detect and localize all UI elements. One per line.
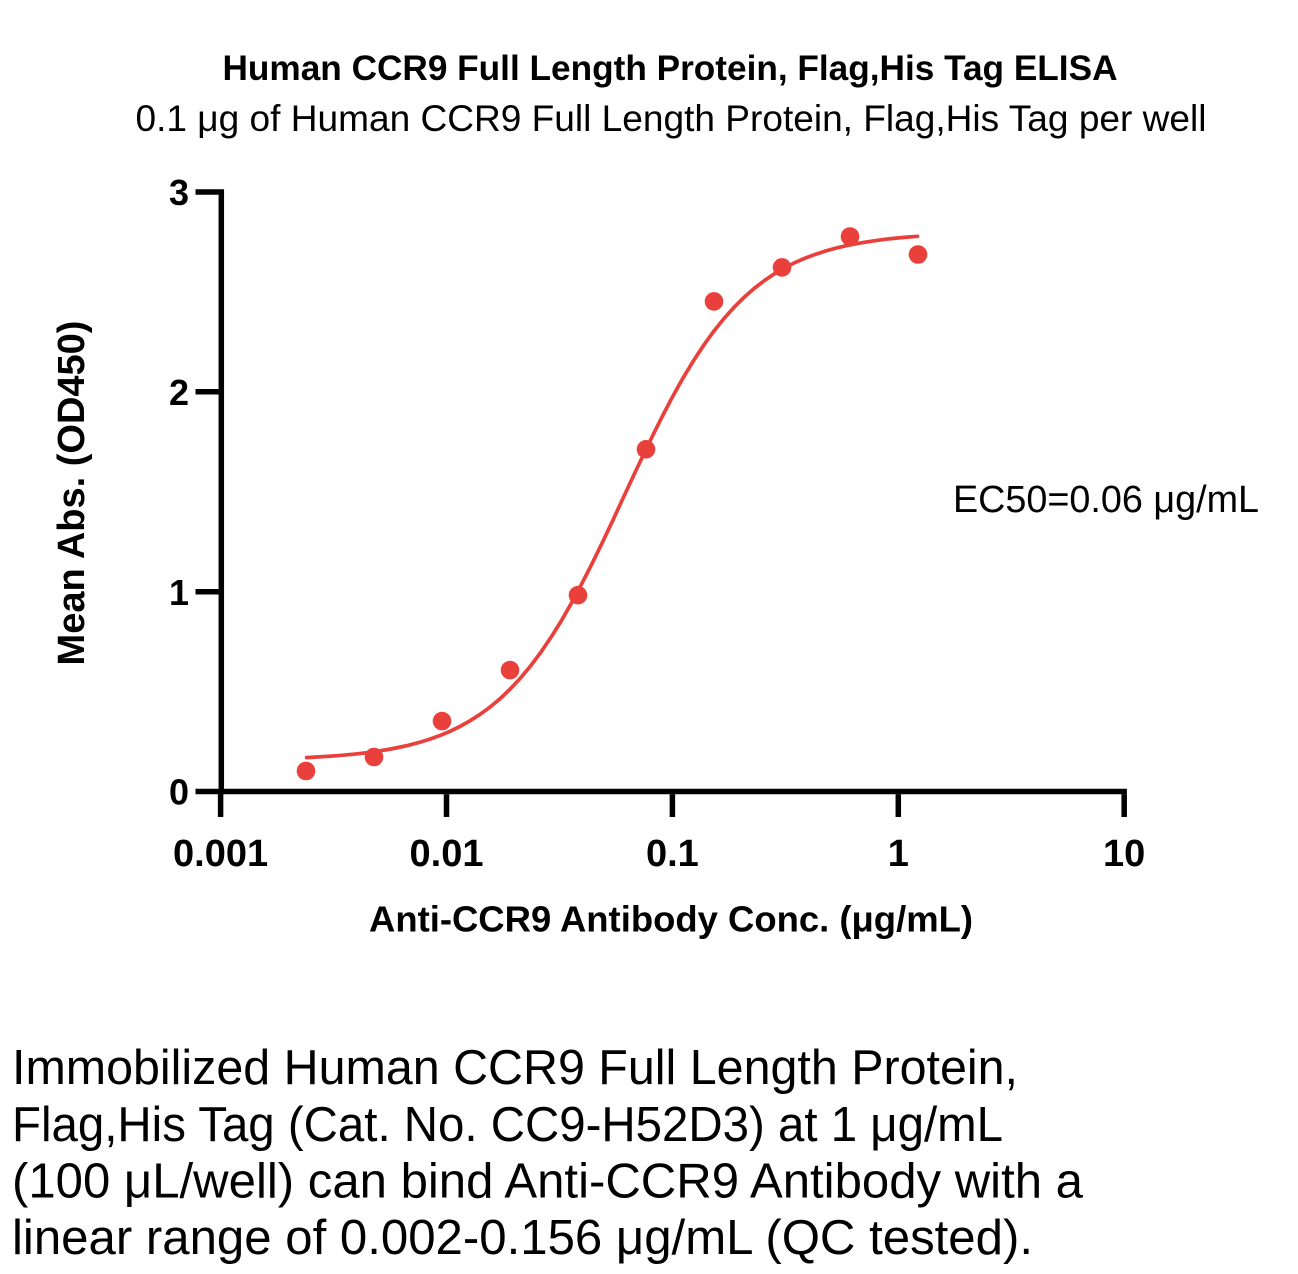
svg-text:0.01: 0.01 bbox=[410, 833, 484, 875]
svg-text:Mean Abs. (OD450): Mean Abs. (OD450) bbox=[51, 321, 93, 666]
svg-text:Flag,His Tag (Cat. No. CC9-H52: Flag,His Tag (Cat. No. CC9-H52D3) at 1 μ… bbox=[12, 1098, 1003, 1152]
svg-text:1: 1 bbox=[169, 572, 189, 613]
svg-text:2: 2 bbox=[169, 372, 189, 413]
svg-text:0.001: 0.001 bbox=[173, 833, 268, 875]
svg-text:0: 0 bbox=[169, 772, 189, 813]
svg-text:(100 μL/well) can bind Anti-CC: (100 μL/well) can bind Anti-CCR9 Antibod… bbox=[12, 1155, 1084, 1209]
svg-text:1: 1 bbox=[888, 833, 909, 875]
svg-text:0.1 μg of Human CCR9 Full Leng: 0.1 μg of Human CCR9 Full Length Protein… bbox=[136, 98, 1207, 139]
svg-text:0.1: 0.1 bbox=[646, 833, 699, 875]
svg-text:Immobilized Human CCR9 Full Le: Immobilized Human CCR9 Full Length Prote… bbox=[12, 1041, 1018, 1095]
svg-text:linear range of 0.002-0.156 μg: linear range of 0.002-0.156 μg/mL (QC te… bbox=[12, 1211, 1033, 1265]
svg-text:Human CCR9 Full Length Protein: Human CCR9 Full Length Protein, Flag,His… bbox=[223, 49, 1118, 88]
svg-text:3: 3 bbox=[169, 172, 189, 213]
svg-text:Anti-CCR9 Antibody Conc. (μg/m: Anti-CCR9 Antibody Conc. (μg/mL) bbox=[369, 899, 973, 940]
svg-text:EC50=0.06 μg/mL: EC50=0.06 μg/mL bbox=[953, 479, 1259, 521]
svg-text:10: 10 bbox=[1103, 833, 1145, 875]
